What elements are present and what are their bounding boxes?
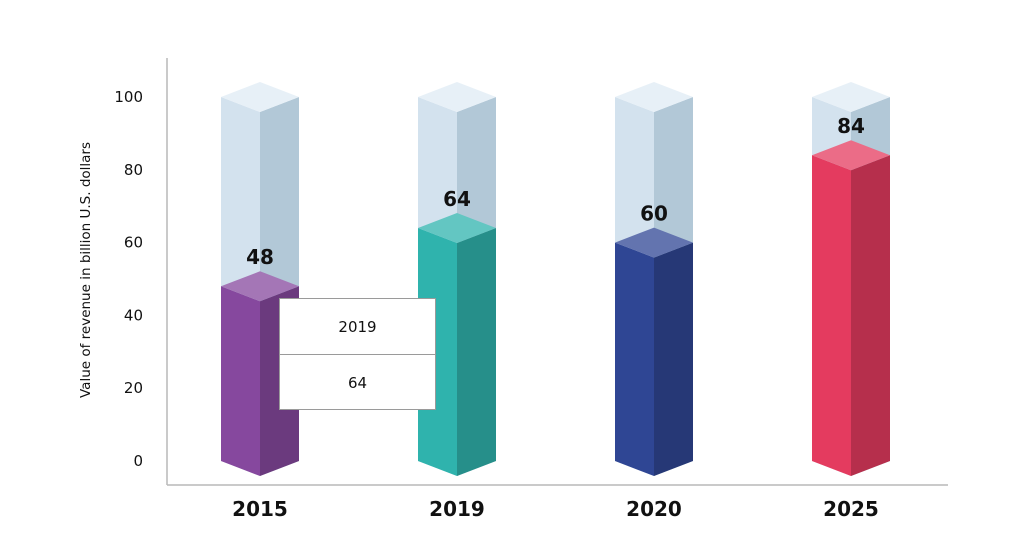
y-axis-ticks: 0 20 40 60 80 100	[114, 88, 143, 470]
y-axis-label: Value of revenue in billion U.S. dollars	[78, 142, 94, 398]
bar-side	[851, 155, 890, 476]
bar-front	[812, 155, 851, 476]
bar-top	[221, 271, 299, 302]
bar-front	[221, 286, 260, 476]
data-label: 64	[443, 187, 471, 211]
bar-front	[418, 228, 457, 476]
bar-track-top	[615, 82, 693, 112]
tooltip-category: 2019	[338, 317, 377, 336]
y-tick-label: 40	[124, 306, 143, 324]
bar-top	[615, 227, 693, 258]
y-tick-label: 0	[133, 452, 143, 470]
bar-track-top	[418, 82, 496, 112]
x-tick-label: 2020	[626, 497, 682, 521]
bar-track-top	[812, 82, 890, 112]
y-tick-label: 60	[124, 234, 143, 252]
bars: 48 64 60 84	[221, 82, 890, 476]
y-tick-label: 20	[124, 379, 143, 397]
data-label: 60	[640, 201, 668, 225]
bar-2025: 84	[812, 82, 890, 476]
y-tick-label: 80	[124, 161, 143, 179]
bar-side	[457, 228, 496, 476]
tooltip-value: 64	[280, 354, 435, 410]
data-label: 48	[246, 245, 274, 269]
bar-track-top	[221, 82, 299, 112]
x-tick-label: 2025	[823, 497, 879, 521]
bar-top	[418, 213, 496, 243]
bar-side	[654, 242, 693, 476]
bar-2015: 48	[221, 82, 299, 476]
bar-top	[812, 140, 890, 171]
tooltip: 2019 64	[279, 298, 436, 410]
data-label: 84	[837, 114, 865, 138]
x-tick-label: 2015	[232, 497, 288, 521]
bar-2020: 60	[615, 82, 693, 476]
bar-2019: 64	[418, 82, 496, 476]
bar-front	[615, 242, 654, 476]
y-tick-label: 100	[114, 88, 143, 106]
x-axis-ticks: 2015 2019 2020 2025	[232, 497, 879, 521]
x-tick-label: 2019	[429, 497, 485, 521]
